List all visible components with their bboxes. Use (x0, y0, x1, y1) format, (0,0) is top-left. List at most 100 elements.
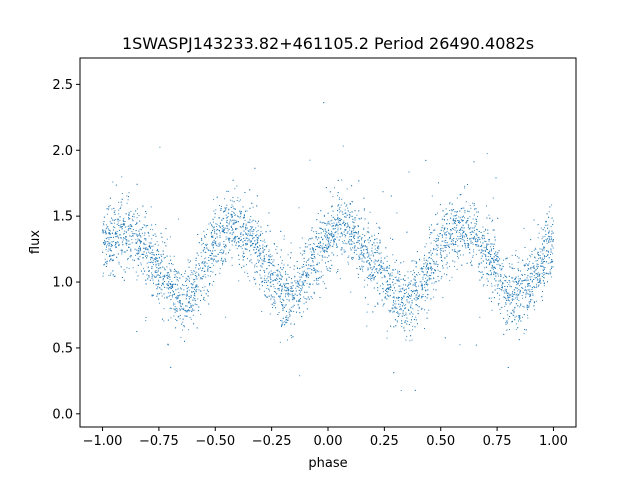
data-point (534, 247, 536, 249)
data-point (321, 245, 323, 247)
data-point (378, 248, 380, 250)
data-point (204, 286, 206, 288)
data-point (259, 255, 261, 257)
data-point (502, 290, 504, 292)
data-point (104, 258, 106, 260)
data-point (457, 239, 458, 241)
data-point (331, 233, 332, 235)
data-point (116, 235, 118, 237)
data-point (521, 275, 523, 276)
data-point (296, 300, 298, 302)
data-point (104, 263, 105, 265)
data-point (167, 292, 169, 294)
data-point (361, 244, 363, 246)
data-point (319, 277, 321, 279)
data-point (525, 263, 527, 265)
data-point (464, 210, 466, 212)
data-point (464, 185, 466, 187)
data-point (156, 250, 158, 252)
data-point (311, 297, 313, 299)
data-point (151, 277, 153, 279)
data-point (382, 288, 384, 290)
data-point (115, 184, 117, 186)
data-point (407, 296, 408, 297)
data-point (481, 237, 483, 239)
data-point (437, 276, 439, 277)
data-point (444, 233, 446, 235)
data-point (235, 220, 237, 221)
data-point (487, 229, 489, 231)
data-point (310, 272, 312, 274)
data-point (453, 209, 455, 211)
data-point (483, 247, 485, 249)
data-point (489, 261, 491, 263)
data-point (187, 259, 189, 261)
data-point (324, 283, 325, 285)
data-point (386, 267, 388, 269)
data-point (236, 185, 238, 187)
data-point (173, 294, 175, 296)
data-point (361, 247, 363, 248)
data-point (252, 233, 254, 235)
data-point (112, 244, 113, 246)
data-point (483, 284, 485, 286)
data-point (493, 297, 495, 299)
data-point (518, 278, 520, 280)
data-point (412, 329, 413, 331)
data-point (256, 242, 258, 244)
data-point (318, 283, 320, 285)
data-point (512, 299, 513, 301)
data-point (457, 256, 458, 257)
data-point (313, 242, 315, 244)
data-point (151, 254, 153, 255)
data-point (475, 232, 477, 234)
data-point (498, 288, 500, 289)
data-point (483, 250, 485, 252)
data-point (339, 197, 340, 199)
data-point (255, 227, 257, 229)
data-point (511, 295, 513, 297)
data-point (444, 242, 446, 244)
data-point (392, 254, 394, 256)
data-point (398, 314, 400, 316)
scatter-points (102, 102, 554, 391)
data-point (219, 252, 221, 253)
data-point (430, 257, 432, 259)
data-point (337, 224, 339, 226)
data-point (121, 204, 123, 206)
data-point (458, 250, 460, 252)
data-point (404, 275, 406, 277)
data-point (358, 240, 360, 242)
data-point (299, 312, 301, 314)
data-point (139, 256, 141, 258)
data-point (505, 303, 507, 305)
data-point (127, 259, 129, 261)
data-point (386, 298, 388, 300)
data-point (453, 250, 455, 252)
data-point (542, 229, 544, 231)
data-point (377, 245, 379, 247)
data-point (290, 282, 292, 284)
data-point (222, 251, 224, 253)
data-point (531, 299, 533, 301)
data-point (541, 238, 543, 240)
data-point (546, 250, 548, 252)
data-point (324, 251, 325, 253)
data-point (113, 240, 115, 242)
data-point (131, 239, 133, 241)
data-point (246, 227, 248, 229)
data-point (252, 237, 254, 239)
data-point (367, 239, 369, 241)
data-point (496, 263, 498, 265)
data-point (330, 260, 332, 261)
data-point (285, 286, 287, 288)
data-point (285, 294, 287, 296)
data-point (451, 210, 453, 212)
data-point (297, 301, 299, 303)
data-point (303, 266, 305, 267)
data-point (548, 240, 550, 242)
data-point (185, 311, 187, 313)
data-point (112, 270, 114, 272)
data-point (293, 268, 295, 270)
data-point (452, 260, 454, 262)
